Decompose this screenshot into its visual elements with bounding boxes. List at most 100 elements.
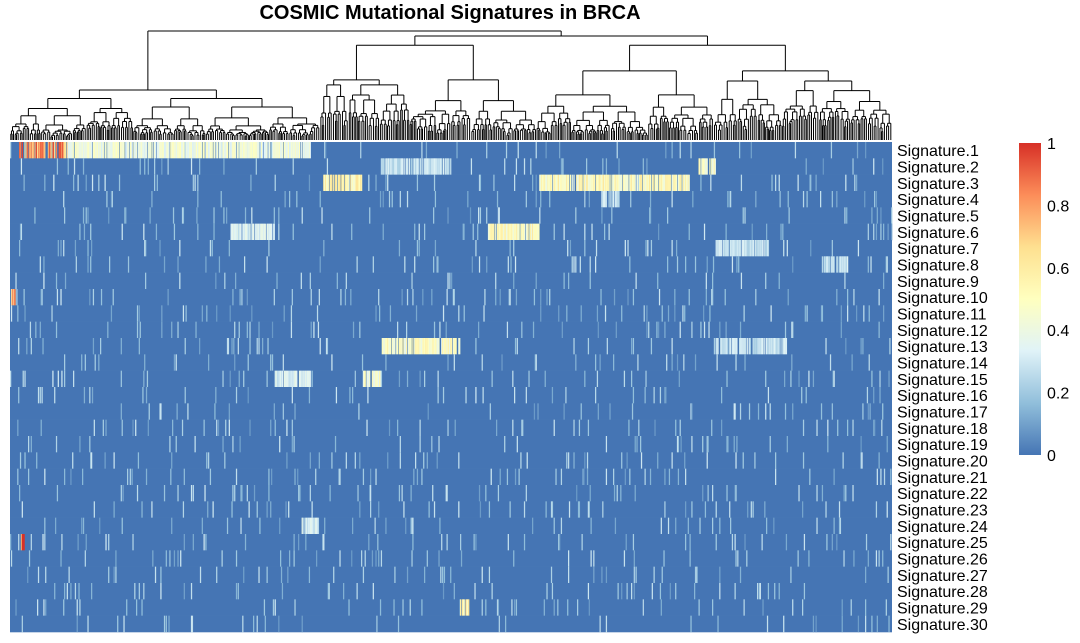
heatmap-cell [232,223,234,241]
heatmap-cell [213,223,215,241]
heatmap-cell [740,338,743,355]
heatmap-cell [244,223,246,241]
heatmap-cell [425,338,428,355]
heatmap-cell [514,256,517,273]
heatmap-cell [380,158,383,175]
heatmap-cell [325,174,328,192]
heatmap-cell [438,436,440,453]
heatmap-cell [56,485,59,502]
heatmap-cell [769,338,771,355]
heatmap-cell [307,370,309,388]
heatmap-cell [154,174,156,192]
heatmap-cell [199,338,201,355]
heatmap-cell [77,174,79,192]
heatmap-cell [234,485,236,502]
heatmap-cell [21,501,23,518]
heatmap-cell [228,142,230,159]
heatmap-cell [725,338,727,355]
heatmap-cell [54,583,56,600]
heatmap-cell [595,387,597,404]
heatmap-cell [784,338,787,355]
heatmap-cell [120,370,122,388]
heatmap-cell [744,354,746,371]
heatmap-cell [261,223,263,241]
heatmap-cell [661,566,663,584]
heatmap-cell [294,468,296,486]
heatmap-cell [163,142,166,159]
heatmap-cell [245,223,248,241]
heatmap-cell [486,207,488,224]
heatmap-cell [437,387,439,404]
heatmap-cell [490,223,492,241]
heatmap-cell [130,142,132,159]
heatmap-cell [632,289,635,306]
heatmap-cell [339,550,341,567]
heatmap-cell [753,338,755,355]
heatmap-cell [379,370,381,388]
heatmap-cell [352,174,354,192]
heatmap-cell [98,354,100,371]
heatmap-cell [441,158,443,175]
heatmap-cell [92,338,95,355]
heatmap-cell [319,338,321,355]
heatmap-cell [64,142,66,159]
heatmap-cell [792,256,794,273]
heatmap-cell [748,240,750,257]
heatmap-cell [71,142,73,159]
heatmap-cell [463,599,465,616]
heatmap-cell [287,142,289,159]
heatmap-cell [327,583,329,600]
heatmap-cell [382,338,384,355]
heatmap-cell [706,256,708,273]
heatmap-cell [526,452,528,469]
heatmap-cell [235,387,238,404]
heatmap-cell [113,501,115,518]
heatmap-cell [244,142,246,159]
heatmap-cell [318,452,320,469]
heatmap-cell [380,550,383,567]
heatmap-cell [110,305,113,322]
heatmap-cell [113,452,115,469]
heatmap-row [10,615,892,633]
heatmap-cell [288,142,290,159]
heatmap-cell [297,142,299,159]
heatmap-cell [551,387,554,404]
heatmap-cell [749,338,752,355]
heatmap-cell [750,501,752,518]
heatmap-cell [727,338,729,355]
heatmap-cell [292,142,294,159]
heatmap-cell [887,223,889,241]
heatmap-cell [514,599,516,616]
heatmap-cell [458,338,460,355]
heatmap-cell [120,142,122,159]
heatmap-cell [373,370,375,388]
heatmap-cell [362,370,365,388]
heatmap-cell [504,158,506,175]
heatmap-cell [33,142,35,159]
heatmap-cell [481,566,483,584]
heatmap-cell [588,191,590,208]
heatmap-cell [785,534,788,551]
heatmap-cell [513,240,515,257]
heatmap-cell [58,142,60,159]
heatmap-cell [578,174,581,192]
heatmap-cell [568,566,570,584]
heatmap-cell [460,550,463,567]
heatmap-row [10,436,892,453]
heatmap-cell [491,223,493,241]
heatmap-cell [60,142,62,159]
heatmap-cell [45,566,47,584]
heatmap-cell [477,223,479,241]
heatmap-cell [192,485,194,502]
heatmap-cell [206,452,208,469]
heatmap-cell [335,387,338,404]
heatmap-cell [85,207,87,224]
heatmap-cell [865,615,867,633]
heatmap-cell [446,338,448,355]
heatmap-cell [193,142,195,159]
row-label: Signature.24 [897,519,988,536]
heatmap-cell [136,485,139,502]
heatmap-cell [359,321,361,339]
heatmap-cell [82,158,85,175]
heatmap-cell [434,338,437,355]
